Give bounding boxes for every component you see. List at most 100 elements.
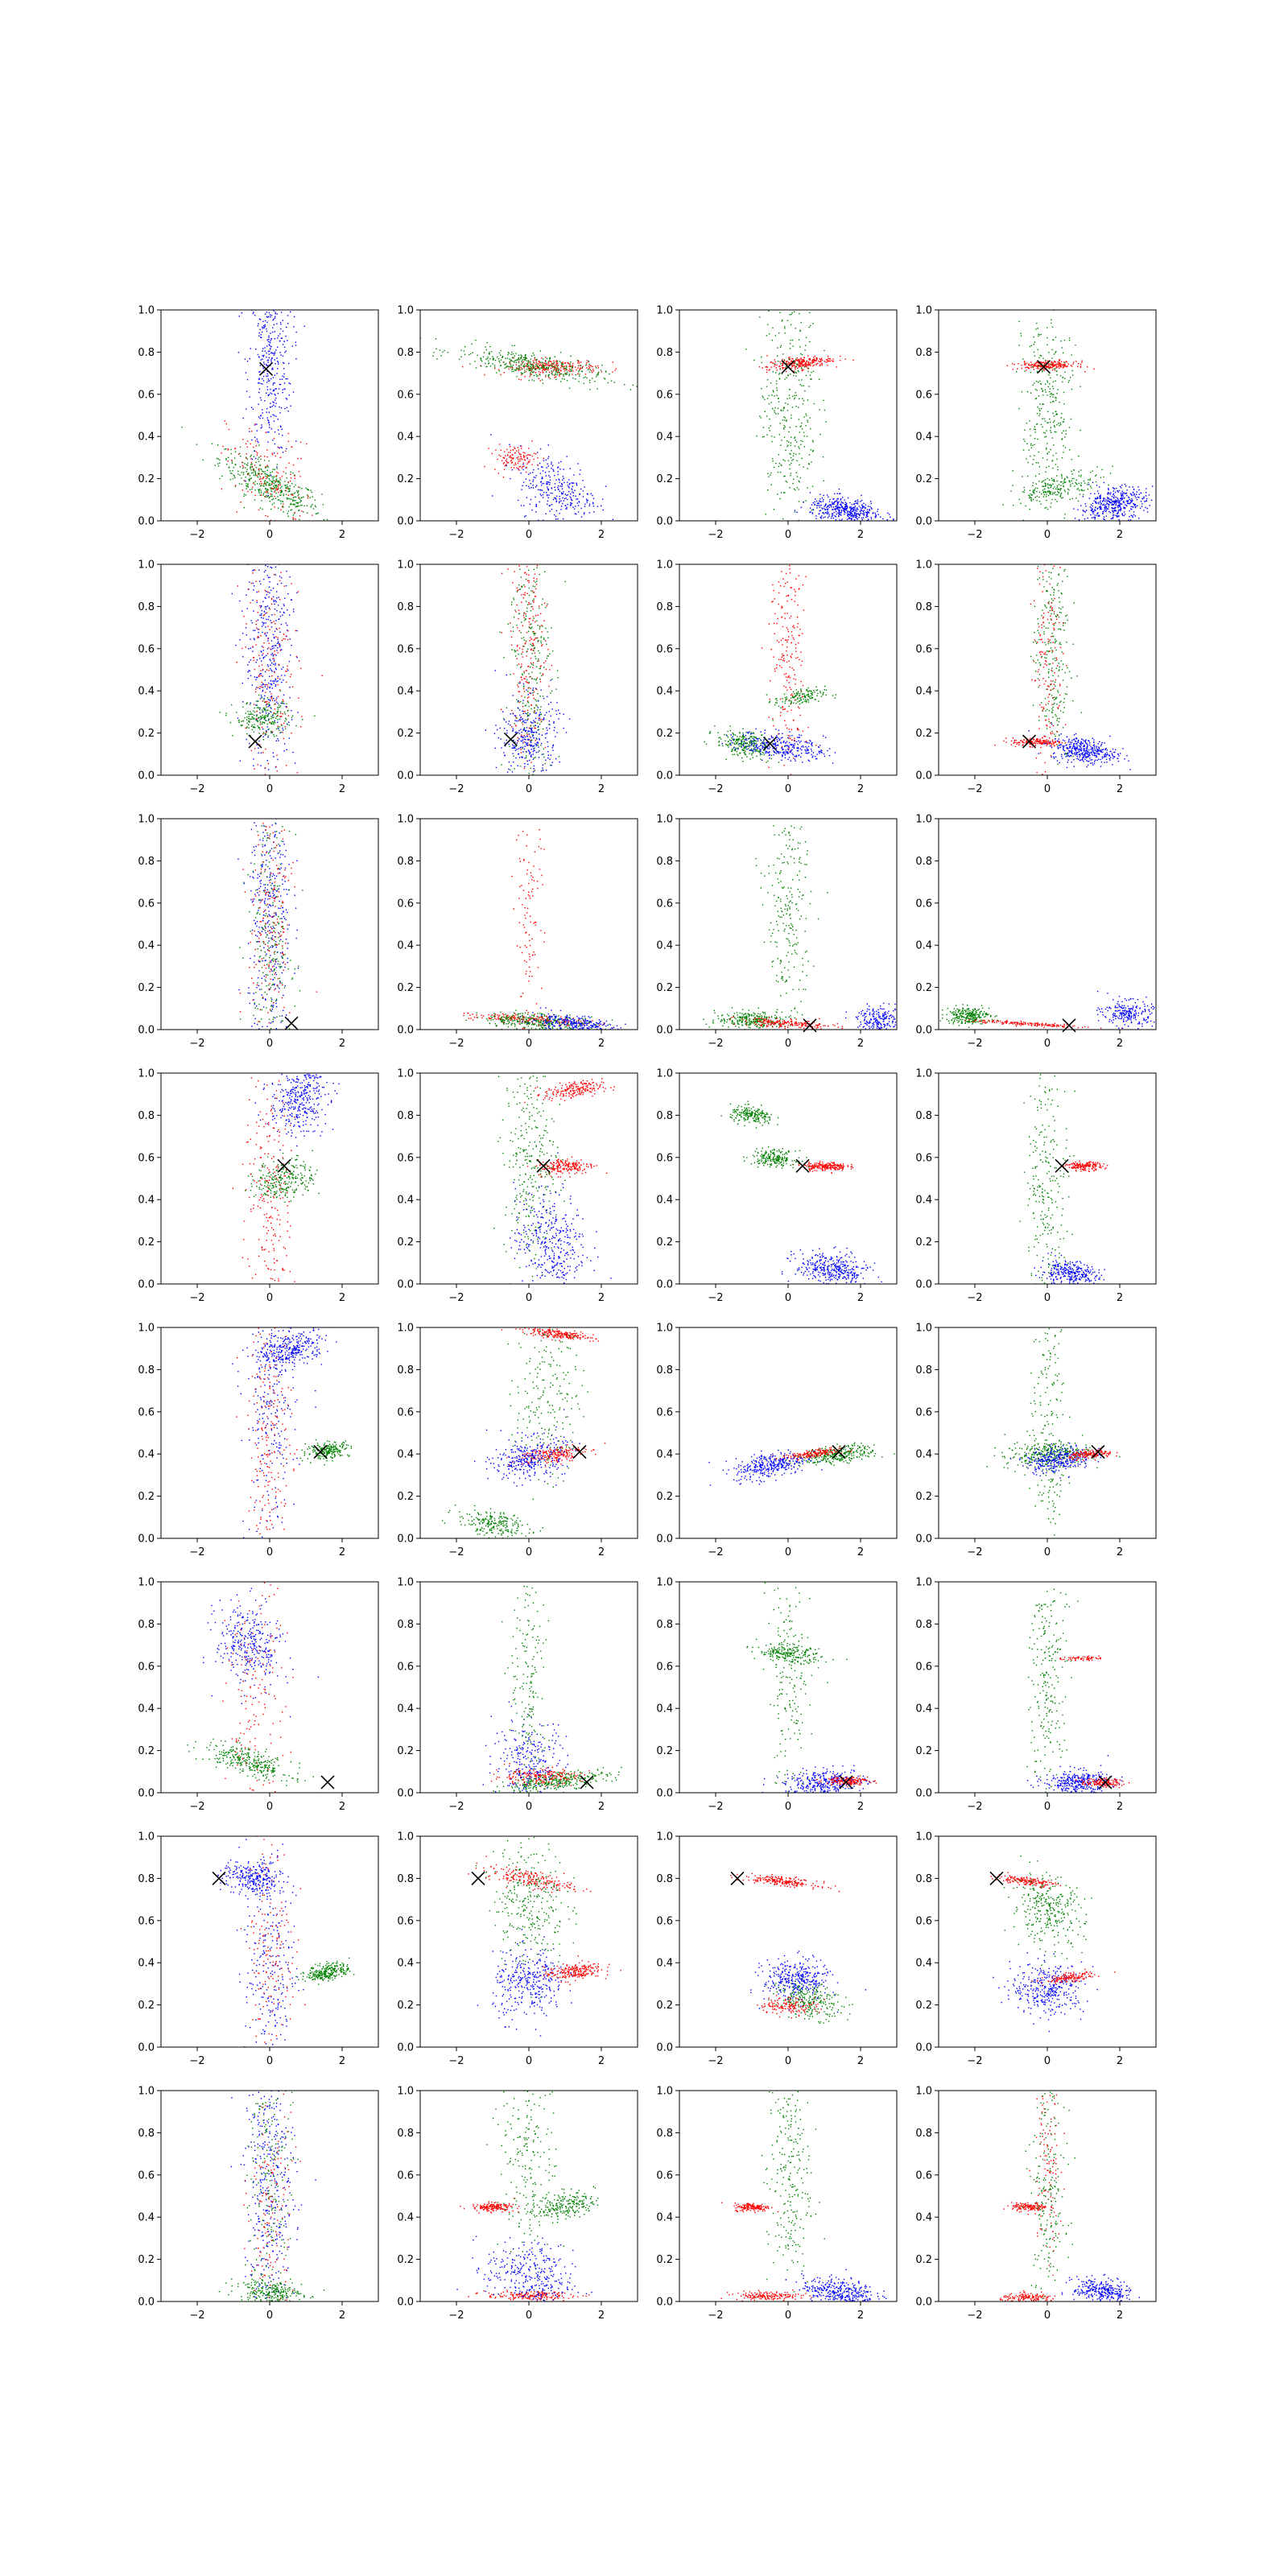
point <box>285 717 287 720</box>
point <box>541 489 543 491</box>
point <box>1080 489 1082 491</box>
point <box>283 585 285 587</box>
point <box>254 474 257 477</box>
point <box>250 713 252 715</box>
point <box>1052 467 1054 469</box>
point <box>262 355 263 357</box>
point <box>542 366 543 369</box>
point <box>852 359 854 361</box>
point <box>1071 365 1073 367</box>
point <box>272 714 274 716</box>
point <box>269 475 270 477</box>
point <box>260 492 262 493</box>
point <box>244 463 246 464</box>
point <box>566 369 568 371</box>
point <box>1089 478 1091 480</box>
point <box>532 479 535 481</box>
point <box>555 369 558 371</box>
point <box>1084 482 1086 484</box>
point <box>497 358 500 360</box>
point <box>812 370 815 373</box>
point <box>868 511 869 514</box>
point <box>273 420 275 422</box>
point <box>254 315 256 316</box>
point <box>268 616 270 617</box>
point <box>615 368 617 369</box>
point <box>1117 502 1120 503</box>
point <box>1106 502 1108 504</box>
point <box>268 718 270 720</box>
point <box>1051 369 1054 371</box>
point <box>270 626 273 628</box>
point <box>1060 423 1062 426</box>
point <box>551 370 552 372</box>
point <box>803 446 805 448</box>
point <box>840 512 842 514</box>
point <box>1068 489 1070 491</box>
point <box>537 489 539 490</box>
point <box>1120 506 1121 508</box>
point <box>255 679 257 680</box>
point <box>260 718 262 720</box>
point <box>251 465 253 467</box>
point <box>805 365 807 366</box>
point <box>873 523 874 524</box>
point <box>874 512 876 514</box>
point <box>280 354 282 356</box>
point <box>266 653 269 654</box>
axes-frame <box>160 309 379 522</box>
point <box>527 366 529 368</box>
point <box>1078 471 1080 473</box>
point <box>264 324 266 326</box>
point <box>258 489 260 492</box>
point <box>292 464 295 466</box>
point <box>271 471 273 473</box>
point <box>274 469 275 470</box>
point <box>821 362 823 364</box>
point <box>570 497 572 499</box>
point <box>277 696 279 698</box>
point <box>294 475 295 477</box>
point <box>1090 485 1092 487</box>
point <box>230 448 232 451</box>
y-tick-label: 1.0 <box>915 305 932 317</box>
point <box>1130 506 1132 507</box>
point <box>852 506 854 508</box>
point <box>276 697 278 699</box>
point <box>275 388 277 390</box>
point <box>1024 362 1026 365</box>
point <box>266 760 268 762</box>
point <box>548 374 550 376</box>
point <box>782 407 785 410</box>
point <box>836 498 838 500</box>
point <box>260 650 262 652</box>
point <box>246 469 248 470</box>
point <box>1035 328 1037 330</box>
point <box>561 485 563 487</box>
point <box>506 458 508 460</box>
point <box>247 486 249 488</box>
point <box>250 458 252 460</box>
point <box>266 464 268 466</box>
point <box>807 367 808 369</box>
point <box>524 357 526 358</box>
point <box>1094 516 1096 518</box>
point <box>1112 510 1113 511</box>
point <box>265 466 266 468</box>
point <box>1051 363 1053 365</box>
point <box>266 566 269 568</box>
point <box>286 681 287 683</box>
point <box>507 352 510 353</box>
point <box>1026 390 1029 393</box>
point <box>797 360 799 361</box>
point <box>261 717 262 719</box>
point <box>818 502 819 505</box>
point <box>254 494 256 496</box>
point <box>795 375 797 377</box>
series-blue-band <box>231 564 299 770</box>
point <box>1053 310 1055 312</box>
point <box>282 732 283 733</box>
point <box>1064 364 1066 365</box>
point <box>261 617 262 619</box>
point <box>275 487 277 489</box>
